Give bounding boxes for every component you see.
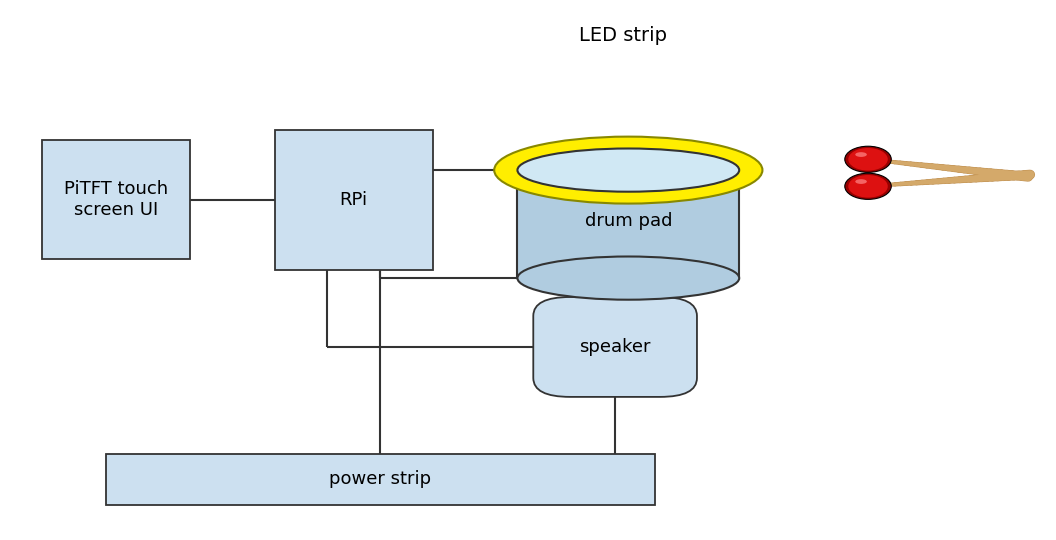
- Ellipse shape: [848, 148, 888, 171]
- Bar: [275, 130, 433, 270]
- Text: PiTFT touch
screen UI: PiTFT touch screen UI: [64, 180, 168, 219]
- Bar: [517, 170, 739, 278]
- Text: speaker: speaker: [580, 338, 650, 356]
- Ellipse shape: [848, 175, 888, 198]
- Ellipse shape: [517, 148, 739, 192]
- FancyBboxPatch shape: [533, 297, 697, 397]
- Bar: [42, 140, 190, 259]
- Ellipse shape: [855, 152, 867, 157]
- Text: LED strip: LED strip: [579, 25, 667, 45]
- Text: drum pad: drum pad: [585, 212, 672, 230]
- Ellipse shape: [845, 146, 891, 172]
- Text: RPi: RPi: [340, 191, 367, 209]
- Text: power strip: power strip: [329, 470, 431, 488]
- Ellipse shape: [517, 148, 739, 192]
- Bar: [106, 454, 655, 505]
- Ellipse shape: [855, 179, 867, 184]
- Ellipse shape: [517, 256, 739, 300]
- Ellipse shape: [845, 173, 891, 199]
- Ellipse shape: [494, 137, 762, 204]
